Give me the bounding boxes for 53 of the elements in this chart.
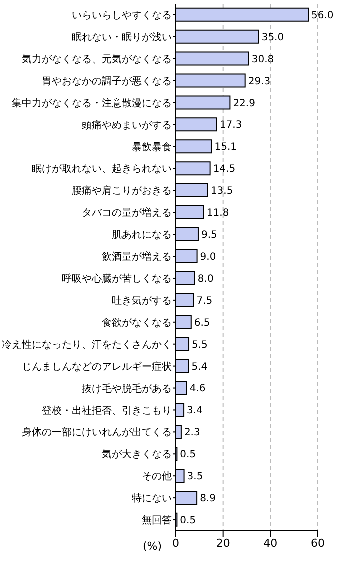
data-label: 8.0	[198, 274, 214, 285]
data-label: 2.3	[184, 428, 200, 439]
y-tick-label: 暴飲暴食	[132, 141, 172, 154]
y-tick-label: 身体の一部にけいれんが出てくる	[22, 426, 172, 439]
y-tick-label: 気力がなくなる、元気がなくなる	[22, 53, 172, 66]
x-tick-label: 20	[216, 536, 230, 550]
y-tick-label: いらいらしやすくなる	[72, 10, 172, 22]
y-tick-label: その他	[142, 470, 172, 483]
data-label: 29.3	[248, 76, 271, 88]
y-tick-label: 腰痛や肩こりがおきる	[72, 185, 172, 198]
data-label: 6.5	[194, 318, 210, 329]
x-tick-label: 60	[311, 536, 325, 550]
y-tick-label: 登校・出社拒否、引きこもり	[42, 404, 172, 417]
data-label: 9.5	[201, 230, 218, 242]
y-tick-label: 特にない	[132, 492, 172, 505]
x-axis-title: (%)	[142, 540, 162, 553]
data-label: 3.4	[187, 406, 203, 417]
x-tick-label: 40	[264, 536, 278, 550]
data-label: 4.6	[190, 384, 206, 395]
data-label: 17.3	[220, 120, 242, 132]
data-label: 7.5	[196, 296, 213, 307]
y-tick-label: 食欲がなくなる	[102, 316, 172, 329]
data-label: 13.5	[210, 186, 234, 198]
y-tick-label: じんましんなどのアレルギー症状	[22, 360, 172, 373]
y-tick-label: 気が大きくなる	[102, 448, 172, 461]
data-label: 22.9	[233, 98, 256, 110]
y-tick-label: 眠けが取れない、起きられない	[32, 163, 172, 176]
data-label: 15.1	[214, 142, 237, 154]
y-tick-label: 飲酒量が増える	[102, 251, 172, 264]
data-label: 3.5	[187, 472, 204, 483]
y-tick-label: 頭痛やめまいがする	[82, 119, 172, 132]
data-label: 5.4	[192, 362, 208, 373]
y-tick-label: 吐き気がする	[112, 294, 172, 307]
y-tick-label: 冷え性になったり、汗をたくさんかく	[2, 338, 172, 351]
data-label: 9.0	[200, 252, 216, 263]
x-tick-label: 0	[172, 536, 180, 550]
data-label: 30.8	[252, 54, 274, 66]
data-label: 56.0	[312, 10, 334, 22]
y-tick-label: 肌あれになる	[112, 230, 172, 242]
y-tick-label: 集中力がなくなる・注意散漫になる	[12, 97, 172, 110]
y-tick-label: タバコの量が増える	[82, 207, 172, 220]
data-label: 0.5	[180, 515, 196, 526]
y-tick-label: 無回答	[142, 514, 172, 527]
data-label: 0.5	[180, 450, 196, 461]
y-tick-label: 呼吸や心臓が苦しくなる	[62, 273, 172, 286]
data-label: 35.0	[262, 32, 284, 44]
y-tick-label: 胃やおなかの調子が悪くなる	[42, 75, 172, 88]
data-label: 8.9	[200, 494, 216, 505]
data-label: 14.5	[213, 164, 236, 176]
data-label: 5.5	[192, 340, 208, 351]
y-tick-label: 抜け毛や脱毛がある	[82, 382, 172, 395]
y-tick-label: 眠れない・眠りが浅い	[72, 31, 172, 44]
data-label: 11.8	[206, 208, 230, 220]
